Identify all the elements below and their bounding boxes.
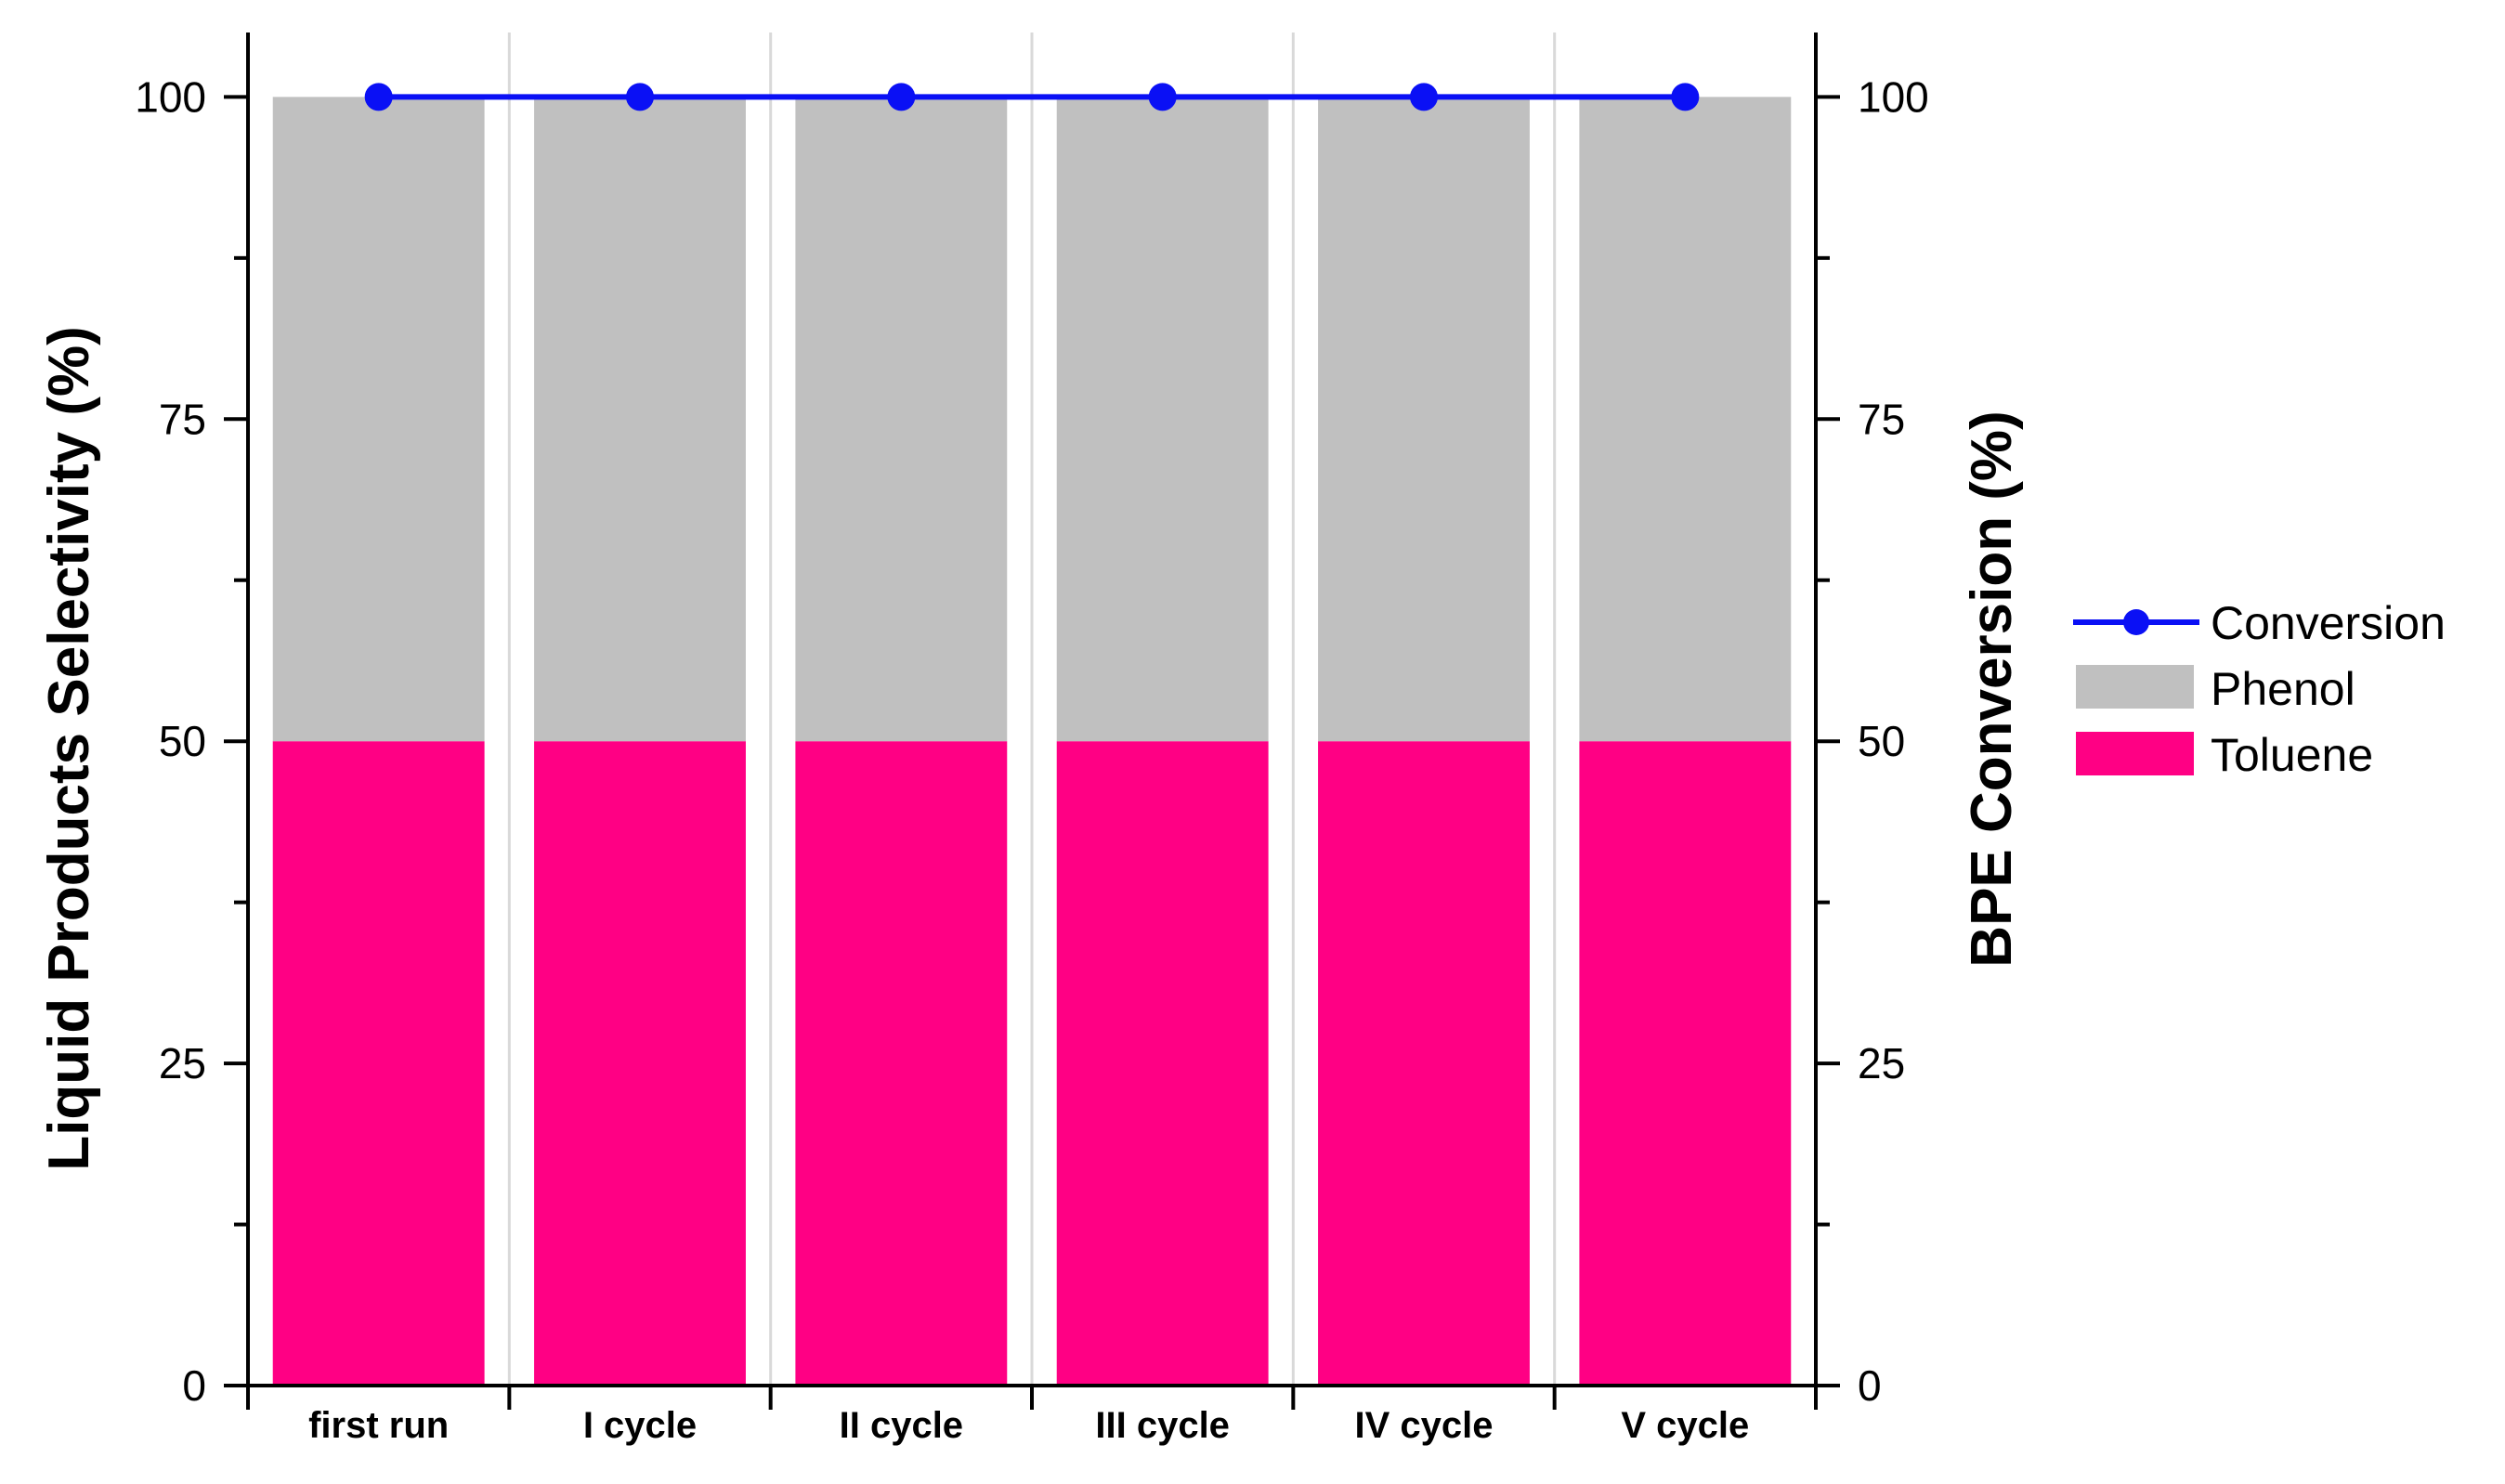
conversion-line-layer: [364, 83, 1700, 111]
conversion-marker: [1410, 83, 1438, 111]
y2-axis-title: BPE Conversion (%): [1960, 410, 2024, 967]
bars-layer: [272, 97, 1792, 1386]
bar-toluene: [1056, 741, 1269, 1386]
y-tick-label: 100: [135, 72, 206, 121]
y-tick-label: 50: [159, 717, 206, 765]
x-tick-label: III cycle: [1095, 1405, 1230, 1446]
legend: Conversion Phenol Toluene: [2073, 597, 2446, 781]
bar-phenol: [795, 97, 1008, 742]
legend-label-phenol: Phenol: [2211, 663, 2355, 715]
grid-layer: [507, 33, 1557, 1386]
legend-conversion-marker: [2123, 609, 2149, 635]
bar-toluene: [1579, 741, 1792, 1386]
axes-layer: 0 25 50 75 100 0 25 50 75 100 first run I cycle II c…: [135, 33, 1929, 1446]
x-tick-label: II cycle: [840, 1405, 963, 1446]
bar-toluene: [534, 741, 746, 1386]
conversion-marker: [1671, 83, 1700, 111]
conversion-marker: [1148, 83, 1177, 111]
bar-toluene: [795, 741, 1008, 1386]
y2-tick-label: 75: [1858, 395, 1905, 443]
y-tick-label: 25: [159, 1039, 206, 1087]
bar-phenol: [272, 97, 485, 742]
y2-tick-label: 50: [1858, 717, 1905, 765]
bar-phenol: [1056, 97, 1269, 742]
legend-label-toluene: Toluene: [2211, 729, 2373, 781]
x-tick-label: IV cycle: [1354, 1405, 1493, 1446]
x-tick-label: V cycle: [1621, 1405, 1749, 1446]
conversion-marker: [364, 83, 393, 111]
y-tick-label: 0: [182, 1361, 206, 1410]
y-axis-title: Liquid Products Selectivity (%): [37, 326, 101, 1170]
bar-toluene: [1318, 741, 1530, 1386]
legend-swatch-toluene: [2076, 732, 2194, 775]
y2-tick-label: 0: [1858, 1361, 1882, 1410]
bar-phenol: [1318, 97, 1530, 742]
conversion-marker: [887, 83, 916, 111]
bar-toluene: [272, 741, 485, 1386]
y2-tick-label: 100: [1858, 72, 1929, 121]
x-tick-label: first run: [308, 1405, 449, 1446]
bar-phenol: [1579, 97, 1792, 742]
y2-tick-label: 25: [1858, 1039, 1905, 1087]
x-tick-label: I cycle: [583, 1405, 697, 1446]
legend-label-conversion: Conversion: [2211, 597, 2446, 649]
bar-phenol: [534, 97, 746, 742]
conversion-marker: [626, 83, 654, 111]
legend-swatch-phenol: [2076, 665, 2194, 709]
y-tick-label: 75: [159, 395, 206, 443]
